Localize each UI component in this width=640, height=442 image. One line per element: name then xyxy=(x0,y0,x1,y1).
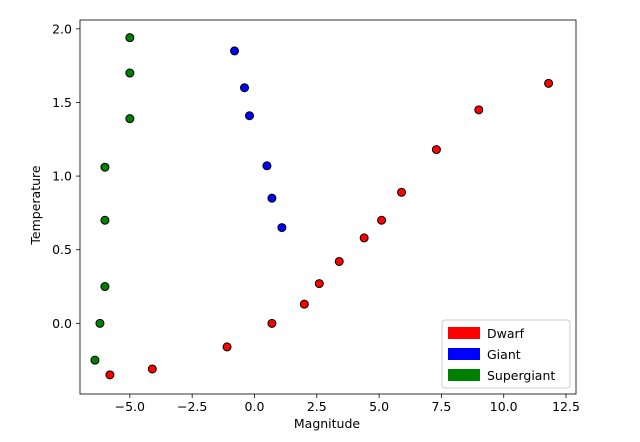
supergiant-point xyxy=(101,163,109,171)
giant-point xyxy=(231,47,239,55)
legend-label-giant: Giant xyxy=(487,347,521,362)
legend-label-dwarf: Dwarf xyxy=(487,326,525,341)
x-tick-label: 0.0 xyxy=(245,399,265,414)
dwarf-point xyxy=(335,257,343,265)
legend-label-supergiant: Supergiant xyxy=(487,368,555,383)
dwarf-point xyxy=(432,146,440,154)
y-tick-label: 0.0 xyxy=(52,316,72,331)
supergiant-point xyxy=(101,216,109,224)
giant-point xyxy=(245,112,253,120)
dwarf-point xyxy=(475,106,483,114)
x-tick-label: 2.5 xyxy=(307,399,327,414)
legend-swatch-giant xyxy=(448,348,480,360)
dwarf-point xyxy=(545,79,553,87)
supergiant-point xyxy=(126,115,134,123)
supergiant-point xyxy=(126,69,134,77)
dwarf-point xyxy=(148,365,156,373)
giant-point xyxy=(268,194,276,202)
x-tick-label: 10.0 xyxy=(490,399,518,414)
y-tick-label: 1.5 xyxy=(52,95,72,110)
y-axis: 0.0 0.5 1.0 1.5 2.0 xyxy=(52,21,80,330)
dwarf-point xyxy=(378,216,386,224)
dwarf-point xyxy=(268,319,276,327)
x-tick-label: 7.5 xyxy=(431,399,451,414)
dwarf-point xyxy=(360,234,368,242)
y-tick-label: 2.0 xyxy=(52,21,72,36)
x-tick-label: −5.0 xyxy=(115,399,145,414)
supergiant-point xyxy=(101,283,109,291)
y-axis-label: Temperature xyxy=(28,165,43,245)
supergiant-point xyxy=(126,34,134,42)
legend-swatch-supergiant xyxy=(448,369,480,381)
giant-point xyxy=(241,84,249,92)
dwarf-point xyxy=(106,371,114,379)
x-tick-label: 12.5 xyxy=(552,399,580,414)
x-axis-label: Magnitude xyxy=(294,416,361,431)
dwarf-point xyxy=(300,300,308,308)
y-tick-label: 0.5 xyxy=(52,242,72,257)
giant-point xyxy=(263,162,271,170)
x-axis: −5.0 −2.5 0.0 2.5 5.0 7.5 10.0 12.5 xyxy=(115,394,580,414)
supergiant-point xyxy=(96,319,104,327)
dwarf-point xyxy=(223,343,231,351)
legend: Dwarf Giant Supergiant xyxy=(442,320,570,388)
x-tick-label: −2.5 xyxy=(177,399,207,414)
x-tick-label: 5.0 xyxy=(369,399,389,414)
y-tick-label: 1.0 xyxy=(52,169,72,184)
dwarf-point xyxy=(315,280,323,288)
giant-point xyxy=(278,224,286,232)
dwarf-point xyxy=(398,188,406,196)
legend-swatch-dwarf xyxy=(448,327,480,339)
supergiant-point xyxy=(91,356,99,364)
